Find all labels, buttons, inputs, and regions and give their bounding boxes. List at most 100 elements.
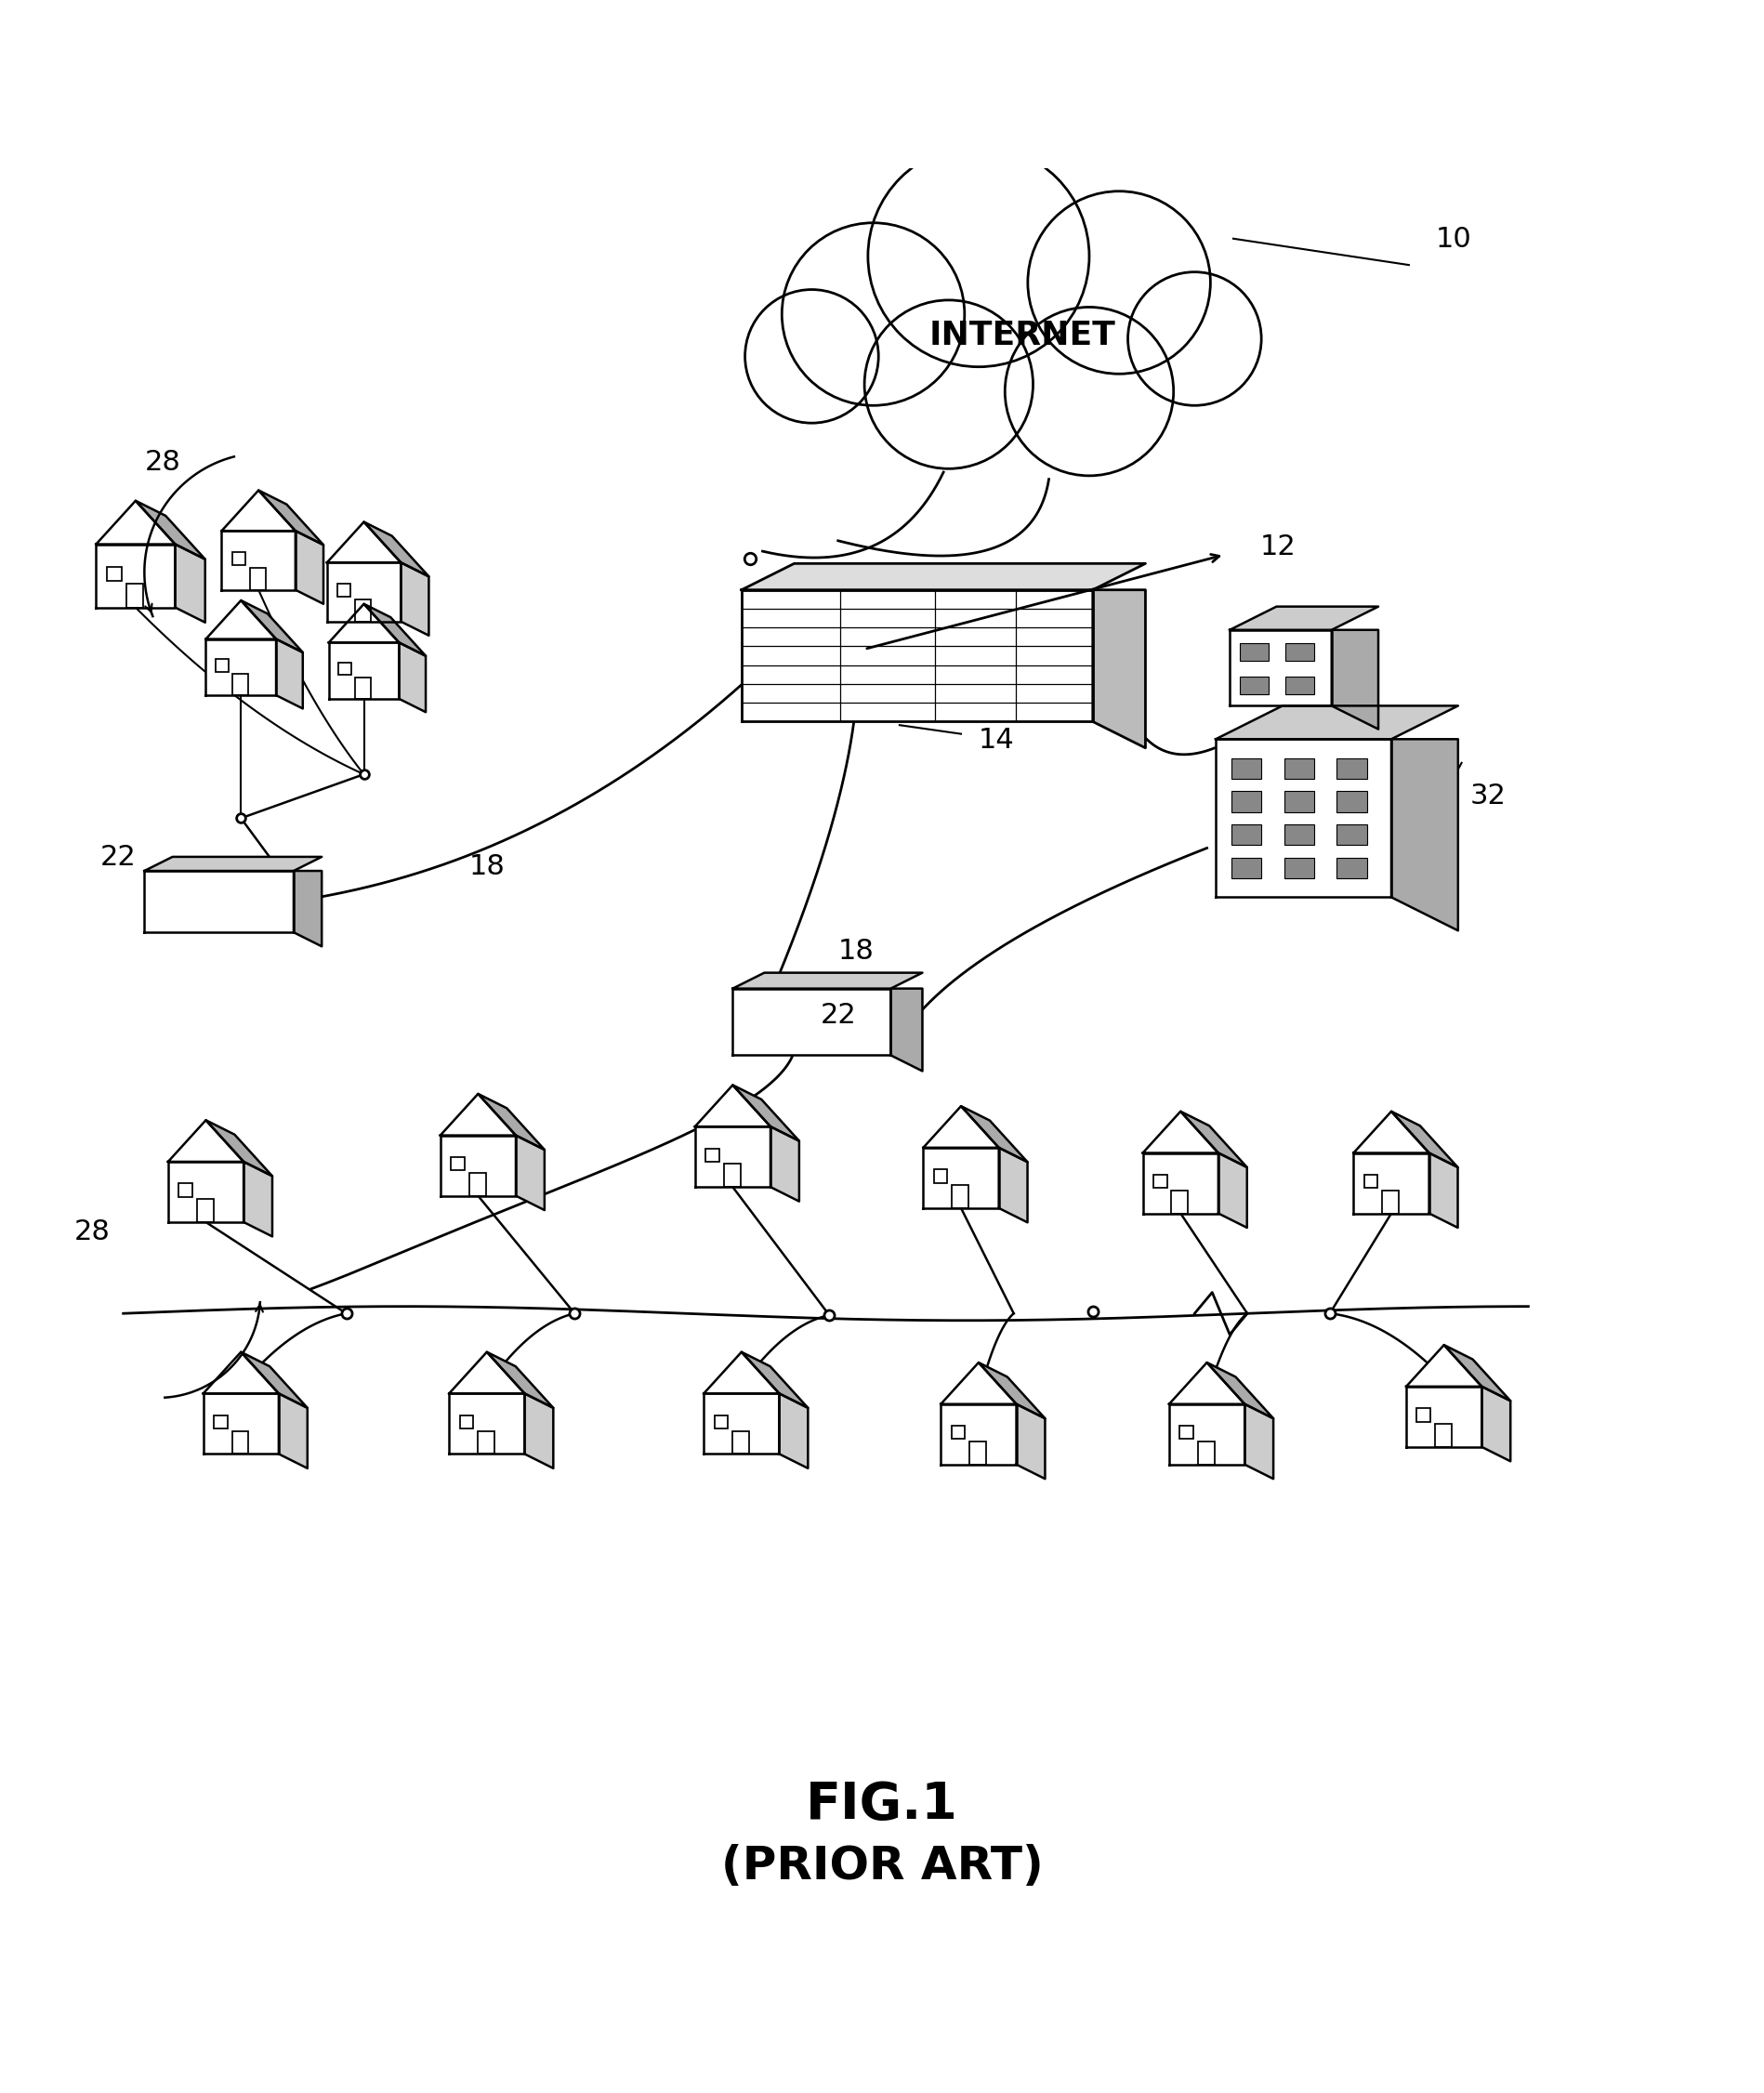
Bar: [1286, 643, 1314, 661]
Polygon shape: [1245, 1404, 1274, 1480]
Bar: [1337, 791, 1367, 812]
Polygon shape: [293, 871, 321, 946]
Bar: [356, 678, 370, 699]
Bar: [250, 567, 266, 590]
Text: FIG.1: FIG.1: [806, 1781, 958, 1829]
Polygon shape: [998, 1147, 1027, 1222]
Text: 22: 22: [101, 843, 136, 871]
Bar: [714, 1415, 729, 1430]
Polygon shape: [1406, 1346, 1482, 1386]
Polygon shape: [923, 1105, 998, 1147]
Bar: [953, 1185, 968, 1208]
Polygon shape: [741, 1352, 808, 1409]
Bar: [1231, 858, 1261, 879]
Bar: [1337, 858, 1367, 879]
Bar: [1284, 858, 1314, 879]
Bar: [198, 1199, 213, 1222]
Polygon shape: [1429, 1153, 1457, 1229]
Circle shape: [1127, 272, 1261, 406]
Polygon shape: [295, 532, 323, 605]
Polygon shape: [168, 1120, 243, 1162]
Bar: [233, 674, 249, 695]
Bar: [1154, 1174, 1168, 1189]
Polygon shape: [326, 521, 400, 563]
Polygon shape: [168, 1162, 243, 1222]
Bar: [723, 1164, 741, 1187]
Polygon shape: [222, 532, 295, 590]
Polygon shape: [732, 1084, 799, 1141]
Polygon shape: [328, 643, 399, 699]
Polygon shape: [1230, 607, 1378, 630]
Bar: [108, 567, 122, 582]
Polygon shape: [940, 1363, 1016, 1404]
Bar: [469, 1172, 485, 1195]
Bar: [1337, 758, 1367, 779]
Polygon shape: [328, 605, 399, 643]
Polygon shape: [1392, 739, 1459, 931]
Text: INTERNET: INTERNET: [930, 320, 1117, 352]
Polygon shape: [363, 605, 425, 655]
Polygon shape: [478, 1095, 545, 1149]
Polygon shape: [1445, 1346, 1510, 1400]
Bar: [706, 1149, 720, 1162]
Polygon shape: [771, 1126, 799, 1201]
Polygon shape: [277, 638, 303, 710]
Polygon shape: [259, 490, 323, 544]
Polygon shape: [524, 1394, 554, 1469]
Polygon shape: [741, 590, 1092, 722]
Bar: [1180, 1425, 1192, 1440]
Bar: [1416, 1409, 1431, 1421]
Polygon shape: [1016, 1404, 1044, 1480]
Polygon shape: [741, 563, 1145, 590]
Text: 18: 18: [838, 938, 875, 965]
Polygon shape: [441, 1134, 515, 1195]
Polygon shape: [732, 988, 891, 1055]
Text: 28: 28: [145, 450, 180, 475]
Bar: [951, 1425, 965, 1440]
Bar: [970, 1442, 986, 1465]
Polygon shape: [1215, 705, 1459, 739]
Polygon shape: [1482, 1386, 1510, 1461]
Polygon shape: [95, 500, 175, 544]
Text: 18: 18: [469, 854, 506, 879]
Bar: [460, 1415, 473, 1430]
Circle shape: [781, 222, 965, 406]
Text: 28: 28: [74, 1218, 111, 1245]
Polygon shape: [95, 544, 175, 607]
Bar: [1383, 1191, 1399, 1214]
Bar: [1286, 676, 1314, 695]
Bar: [732, 1432, 750, 1455]
Text: 32: 32: [1471, 783, 1506, 810]
Polygon shape: [242, 601, 303, 653]
Bar: [231, 1432, 249, 1455]
Polygon shape: [923, 1147, 998, 1208]
Bar: [339, 663, 351, 676]
Polygon shape: [242, 1352, 307, 1409]
Text: 14: 14: [979, 726, 1014, 753]
Bar: [452, 1157, 464, 1170]
Polygon shape: [136, 500, 205, 559]
Polygon shape: [206, 1120, 272, 1176]
Polygon shape: [450, 1352, 524, 1394]
Bar: [1198, 1442, 1214, 1465]
Polygon shape: [450, 1394, 524, 1455]
Circle shape: [868, 147, 1088, 366]
Polygon shape: [1353, 1111, 1429, 1153]
Bar: [1284, 791, 1314, 812]
Polygon shape: [1207, 1363, 1274, 1419]
Polygon shape: [1406, 1386, 1482, 1446]
Text: 10: 10: [1436, 226, 1471, 253]
Polygon shape: [732, 973, 923, 988]
Bar: [355, 599, 370, 622]
Polygon shape: [203, 1352, 279, 1394]
Circle shape: [864, 299, 1034, 469]
Circle shape: [1028, 190, 1210, 375]
Bar: [478, 1432, 494, 1455]
Bar: [178, 1183, 192, 1197]
Bar: [1240, 643, 1268, 661]
Polygon shape: [1230, 630, 1332, 705]
Circle shape: [744, 289, 878, 423]
Bar: [337, 584, 351, 597]
Polygon shape: [487, 1352, 554, 1409]
Polygon shape: [175, 544, 205, 622]
